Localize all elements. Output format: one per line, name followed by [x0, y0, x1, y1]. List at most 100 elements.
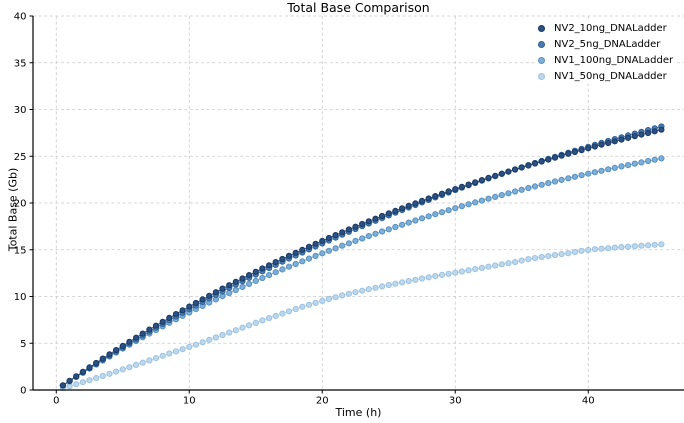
data-point: [252, 268, 259, 275]
data-point: [458, 183, 465, 190]
data-point: [611, 244, 618, 251]
data-point: [206, 292, 213, 299]
data-point: [505, 168, 512, 175]
data-point: [266, 262, 273, 269]
data-point: [425, 274, 432, 281]
data-point: [598, 141, 605, 148]
data-point: [545, 180, 552, 187]
data-point: [405, 278, 412, 285]
data-point: [172, 348, 180, 355]
data-point: [505, 190, 512, 197]
data-point: [166, 314, 173, 321]
data-point: [192, 341, 199, 348]
data-point: [585, 170, 592, 177]
data-point: [345, 226, 352, 233]
y-tick-label: 35: [14, 58, 27, 69]
data-point: [385, 226, 392, 233]
data-point: [106, 370, 113, 377]
legend-marker-icon: [538, 73, 545, 80]
data-point: [299, 246, 306, 253]
y-tick-label: 25: [14, 152, 27, 163]
data-point: [478, 264, 485, 271]
data-point: [578, 172, 585, 179]
data-point: [325, 247, 332, 254]
data-point: [458, 203, 465, 210]
data-point: [452, 205, 459, 212]
data-point: [425, 213, 432, 220]
data-point: [399, 221, 406, 228]
data-point: [631, 243, 638, 250]
data-point: [485, 195, 492, 202]
data-point: [166, 350, 173, 357]
y-tick-label: 10: [14, 292, 27, 303]
data-point: [458, 268, 465, 275]
data-point: [492, 262, 499, 269]
data-point: [505, 260, 512, 267]
legend-label: NV1_50ng_DNALadder: [554, 71, 667, 82]
data-point: [379, 228, 386, 235]
data-point: [126, 338, 133, 345]
data-point: [418, 275, 426, 282]
data-point: [525, 184, 532, 192]
data-point: [365, 218, 372, 225]
data-point: [498, 170, 505, 177]
data-point: [658, 155, 665, 162]
data-point: [146, 357, 153, 364]
data-point: [605, 139, 612, 147]
data-point: [246, 322, 253, 329]
chart-title: Total Base Comparison: [287, 0, 430, 15]
data-point: [565, 150, 572, 157]
data-point: [79, 379, 87, 386]
data-point: [372, 284, 379, 291]
data-point: [312, 240, 319, 247]
data-point: [651, 128, 658, 135]
data-point: [399, 205, 406, 212]
data-point: [86, 364, 93, 371]
data-point: [119, 366, 126, 373]
data-point: [591, 143, 599, 150]
data-point: [259, 317, 266, 324]
data-point: [478, 177, 485, 184]
data-point: [518, 186, 525, 193]
data-point: [159, 352, 166, 359]
data-point: [492, 193, 499, 200]
data-point: [392, 280, 399, 287]
data-point: [332, 294, 339, 301]
data-point: [279, 266, 286, 273]
data-point: [531, 255, 539, 262]
x-tick-label: 0: [53, 396, 59, 407]
data-point: [139, 330, 146, 337]
data-point: [392, 223, 399, 231]
data-point: [438, 271, 446, 278]
data-point: [638, 131, 645, 138]
data-point: [605, 245, 612, 252]
data-point: [259, 265, 266, 272]
data-point: [445, 188, 452, 195]
data-point: [625, 243, 632, 250]
data-point: [126, 364, 133, 371]
data-point: [305, 255, 313, 262]
data-point: [545, 253, 552, 260]
data-point: [392, 207, 399, 214]
data-point: [365, 233, 372, 240]
data-point: [512, 166, 519, 173]
data-point: [285, 308, 293, 315]
data-point: [571, 173, 579, 180]
data-point: [625, 162, 632, 169]
data-point: [452, 269, 459, 276]
data-point: [385, 281, 392, 289]
data-point: [239, 275, 246, 282]
data-point: [538, 158, 545, 165]
data-point: [99, 372, 106, 380]
data-point: [531, 183, 539, 190]
data-point: [625, 134, 632, 141]
data-point: [645, 157, 652, 165]
data-point: [598, 167, 605, 174]
data-point: [339, 229, 346, 236]
data-point: [412, 200, 419, 207]
legend-marker-icon: [538, 57, 545, 64]
data-point: [312, 299, 319, 306]
y-tick-label: 15: [14, 245, 27, 256]
data-point: [465, 267, 472, 274]
